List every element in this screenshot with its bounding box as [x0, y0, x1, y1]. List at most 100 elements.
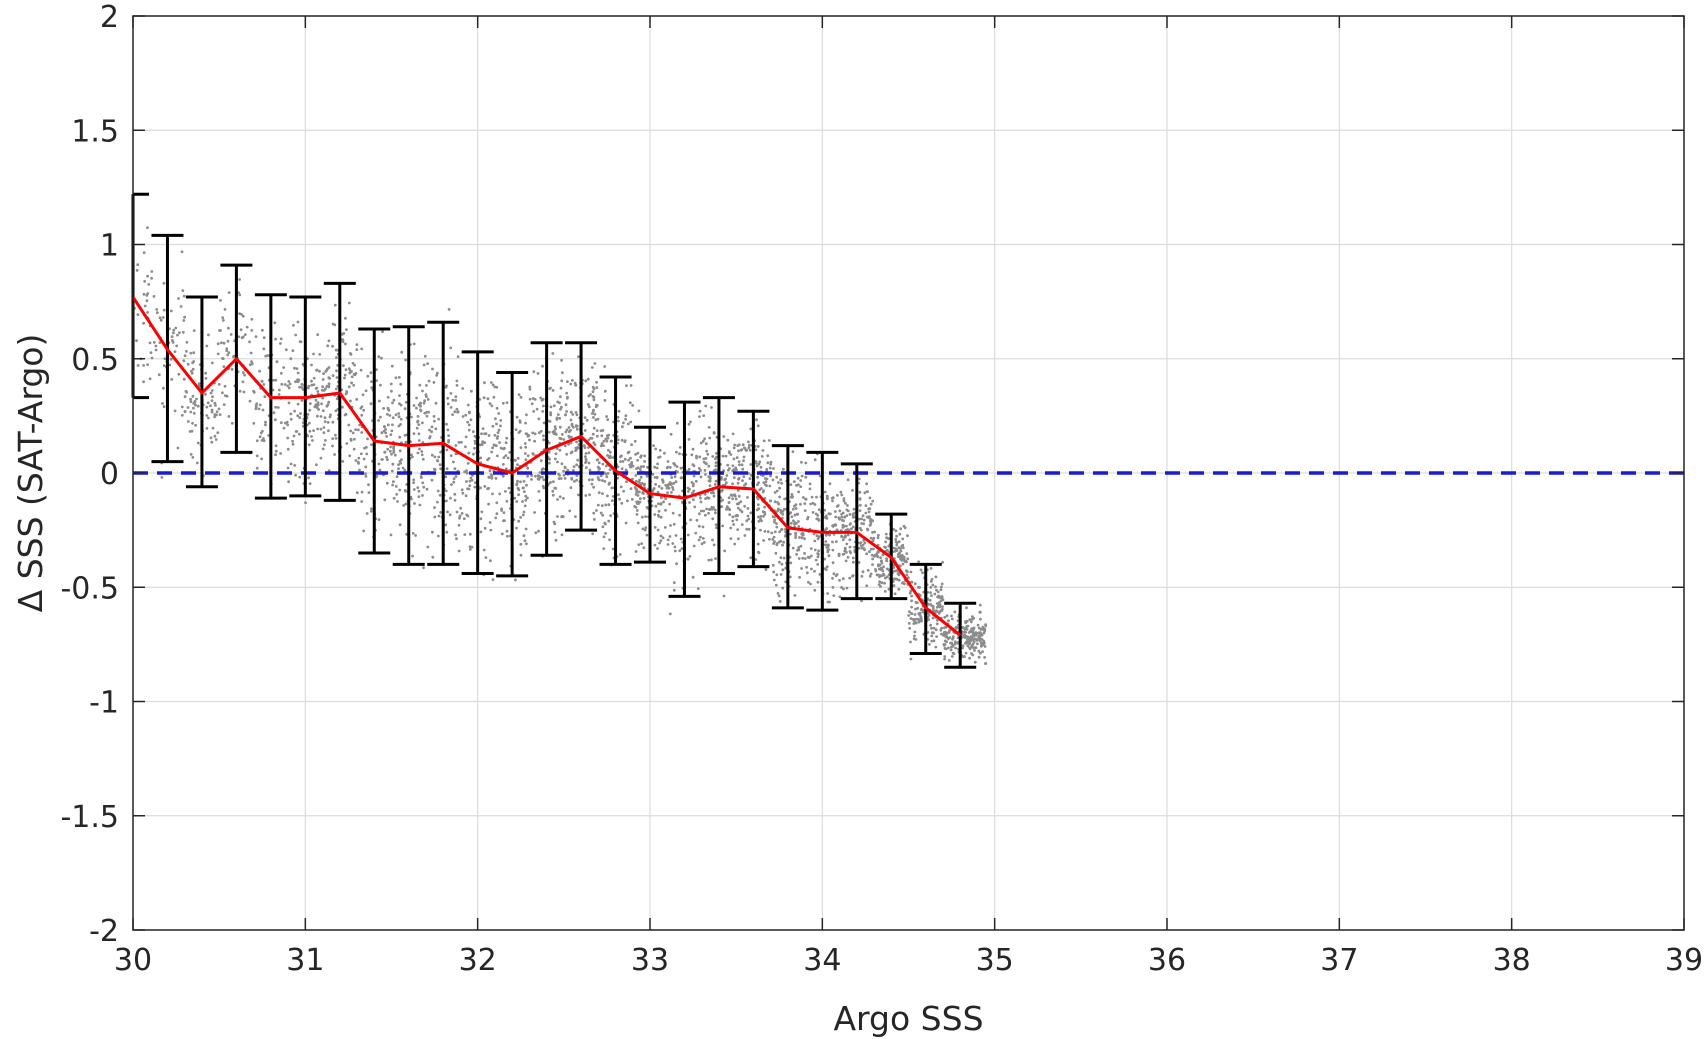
scatter-point [906, 576, 910, 580]
scatter-point [738, 463, 741, 467]
scatter-point [626, 451, 630, 455]
scatter-point [898, 532, 902, 536]
scatter-point [359, 368, 363, 372]
scatter-point [278, 388, 281, 392]
scatter-point [552, 480, 555, 484]
scatter-point [937, 603, 941, 607]
scatter-point [747, 443, 751, 447]
scatter-point [194, 423, 198, 427]
scatter-point [808, 487, 812, 491]
scatter-point [490, 450, 494, 454]
scatter-point [551, 493, 555, 497]
scatter-point [906, 534, 909, 538]
scatter-point [178, 331, 181, 335]
scatter-point [749, 427, 753, 431]
scatter-point [840, 586, 843, 589]
scatter-point [391, 401, 394, 405]
x-tick-label: 34 [803, 943, 841, 978]
scatter-point [654, 447, 658, 451]
scatter-point [491, 492, 494, 496]
scatter-point [827, 548, 831, 551]
scatter-point [500, 532, 504, 536]
scatter-point [396, 500, 399, 503]
scatter-point [871, 531, 874, 534]
scatter-point [533, 398, 537, 401]
scatter-point [831, 548, 835, 552]
y-tick-label: 0.5 [71, 343, 119, 378]
scatter-point [560, 462, 564, 466]
scatter-point [725, 505, 729, 508]
scatter-point [334, 437, 338, 440]
scatter-point [390, 469, 394, 473]
scatter-point [489, 528, 493, 532]
scatter-point [584, 494, 588, 497]
scatter-point [701, 439, 705, 443]
scatter-point [455, 384, 459, 387]
scatter-point [351, 361, 355, 365]
scatter-point [688, 487, 691, 491]
scatter-point [747, 472, 751, 475]
scatter-point [670, 491, 673, 494]
scatter-point [360, 500, 364, 503]
scatter-point [438, 493, 442, 497]
scatter-point [857, 477, 861, 481]
scatter-point [607, 448, 610, 452]
scatter-point [209, 436, 213, 440]
scatter-point [885, 567, 889, 571]
scatter-point [902, 524, 906, 528]
scatter-point [929, 567, 933, 570]
scatter-point [420, 476, 423, 479]
scatter-point [773, 500, 777, 504]
scatter-point [747, 517, 751, 521]
scatter-point [825, 497, 829, 501]
scatter-point [654, 504, 658, 508]
scatter-point [809, 502, 813, 506]
scatter-point [293, 366, 296, 370]
scatter-point [868, 496, 872, 500]
scatter-point [823, 508, 826, 512]
scatter-point [402, 504, 406, 507]
scatter-point [694, 479, 698, 483]
scatter-point [793, 594, 797, 597]
scatter-point [636, 494, 640, 497]
scatter-point [625, 480, 628, 484]
scatter-point [358, 423, 362, 427]
scatter-point [913, 582, 917, 586]
scatter-point [264, 420, 267, 424]
scatter-point [779, 556, 783, 560]
scatter-point [977, 626, 981, 630]
scatter-point [721, 524, 725, 528]
scatter-point [314, 398, 318, 402]
scatter-point [608, 538, 611, 542]
scatter-point [759, 465, 763, 469]
scatter-point [791, 450, 795, 453]
scatter-point [242, 390, 246, 394]
scatter-point [385, 481, 389, 485]
scatter-point [427, 379, 431, 383]
scatter-point [240, 336, 244, 340]
scatter-point [559, 395, 562, 399]
scatter-point [517, 519, 521, 523]
scatter-point [573, 480, 576, 483]
scatter-point [536, 372, 540, 375]
scatter-point [662, 500, 665, 504]
scatter-point [252, 389, 256, 393]
scatter-point [940, 609, 944, 612]
scatter-point [708, 436, 712, 440]
scatter-point [248, 363, 252, 367]
scatter-point [853, 545, 856, 549]
scatter-point [846, 533, 850, 537]
scatter-point [638, 478, 641, 482]
scatter-point [433, 468, 437, 471]
scatter-point [431, 530, 434, 534]
scatter-point [584, 466, 588, 469]
scatter-point [298, 416, 302, 419]
scatter-point [743, 534, 747, 537]
scatter-point [956, 619, 960, 623]
scatter-point [519, 516, 522, 519]
scatter-point [781, 513, 785, 516]
scatter-point [274, 453, 277, 457]
scatter-point [519, 542, 523, 546]
scatter-point [558, 425, 562, 429]
scatter-point [553, 530, 557, 534]
